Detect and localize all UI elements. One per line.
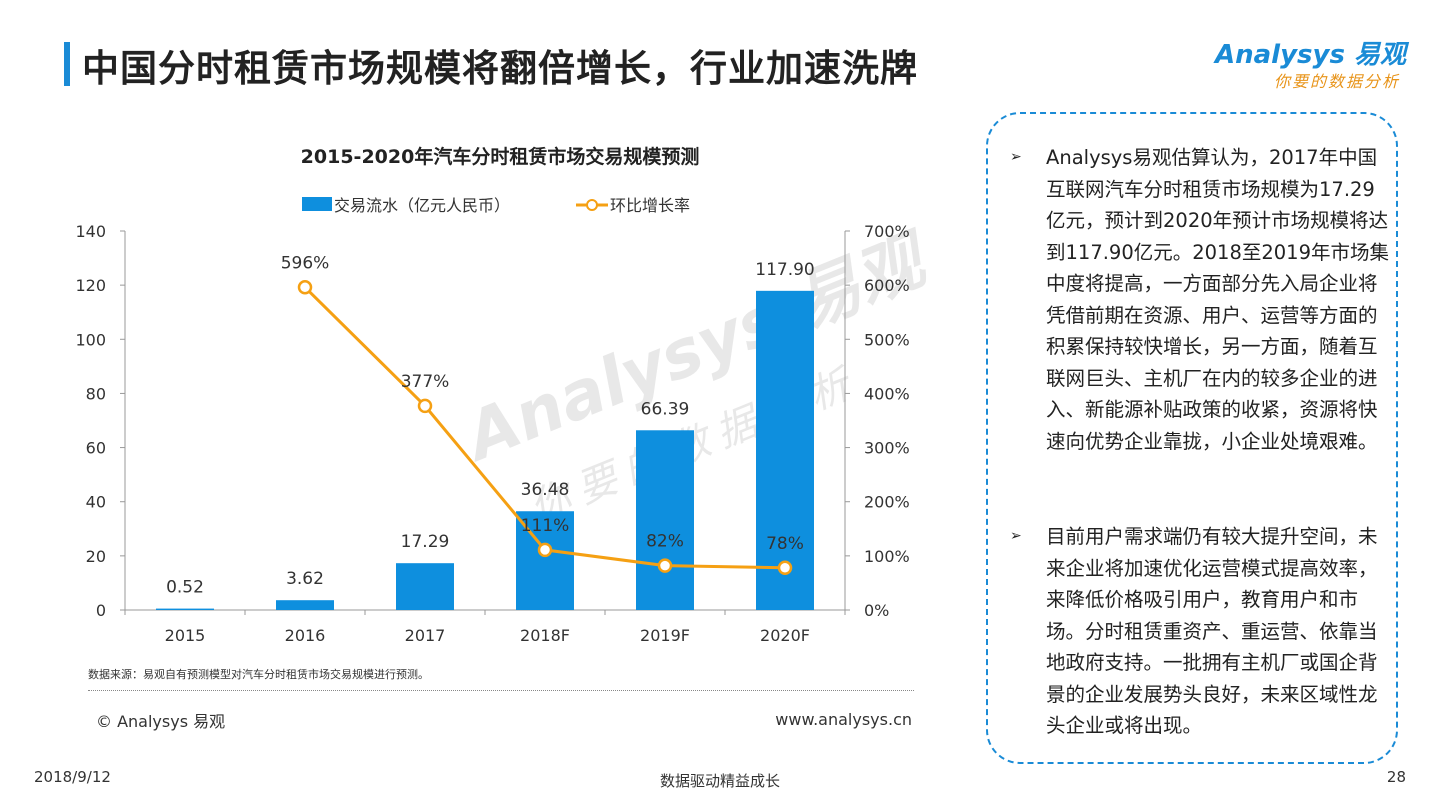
bar bbox=[396, 563, 454, 610]
right-tick-label: 700% bbox=[864, 222, 910, 241]
insight-text: Analysys易观估算认为，2017年中国互联网汽车分时租赁市场规模为17.2… bbox=[1046, 146, 1389, 453]
line-point bbox=[657, 558, 673, 573]
bar-value-label: 17.29 bbox=[401, 532, 450, 552]
legend-line-marker bbox=[586, 199, 598, 211]
footer-date: 2018/9/12 bbox=[34, 768, 111, 786]
right-tick-label: 500% bbox=[864, 330, 910, 349]
right-tick-label: 0% bbox=[864, 601, 889, 620]
page-number: 28 bbox=[1386, 768, 1406, 786]
bar-value-label: 0.52 bbox=[166, 578, 204, 598]
page-title: 中国分时租赁市场规模将翻倍增长，行业加速洗牌 bbox=[82, 47, 918, 90]
transaction-scale-chart: 2015-2020年汽车分时租赁市场交易规模预测 交易流水（亿元人民币） 环比增长… bbox=[75, 145, 909, 645]
left-tick-label: 20 bbox=[86, 547, 106, 566]
copyright: © Analysys 易观 bbox=[96, 712, 226, 731]
chart-title: 2015-2020年汽车分时租赁市场交易规模预测 bbox=[301, 145, 700, 168]
bullet-arrow-icon: ➢ bbox=[1010, 528, 1022, 544]
bar bbox=[756, 290, 814, 610]
line-value-label: 111% bbox=[521, 516, 570, 536]
insight-item: ➢ 目前用户需求端仍有较大提升空间，未来企业将加速优化运营模式提高效率，来降低价… bbox=[1010, 521, 1390, 742]
line-point bbox=[417, 398, 433, 414]
line-value-label: 82% bbox=[646, 532, 684, 552]
line-point bbox=[537, 542, 553, 558]
x-tick-label: 2018F bbox=[520, 626, 570, 645]
legend-bar-label: 交易流水（亿元人民币） bbox=[334, 196, 510, 215]
bar-value-label: 117.90 bbox=[755, 260, 814, 280]
left-tick-label: 0 bbox=[96, 601, 106, 620]
website-link[interactable]: www.analysys.cn bbox=[775, 710, 912, 729]
analysys-logo: Analysys 易观 你要的数据分析 bbox=[1215, 34, 1406, 94]
x-tick-label: 2017 bbox=[405, 626, 446, 645]
line-value-label: 596% bbox=[281, 253, 330, 273]
left-tick-label: 140 bbox=[75, 222, 106, 241]
chart-axes: 0 20 40 60 80 100 120 140 0% 100% 200% 300% 400% 500%… bbox=[75, 222, 909, 645]
x-tick-label: 2015 bbox=[165, 626, 206, 645]
bar-series: 0.52 3.62 17.29 36.48 66.39 117.90 bbox=[156, 260, 815, 610]
legend-line-label: 环比增长率 bbox=[610, 196, 690, 215]
logo-slogan: 你要的数据分析 bbox=[1273, 72, 1400, 91]
line-point bbox=[777, 560, 793, 576]
chart-legend: 交易流水（亿元人民币） 环比增长率 bbox=[302, 196, 690, 215]
left-tick-label: 40 bbox=[86, 493, 106, 512]
legend-bar-swatch bbox=[302, 197, 332, 211]
title-accent-bar bbox=[64, 42, 70, 86]
left-tick-label: 80 bbox=[86, 384, 106, 403]
line-value-label: 78% bbox=[766, 534, 804, 554]
left-tick-label: 60 bbox=[86, 439, 106, 458]
insight-panel bbox=[986, 112, 1398, 764]
x-tick-label: 2016 bbox=[285, 626, 326, 645]
bar-value-label: 36.48 bbox=[521, 480, 570, 500]
right-tick-label: 300% bbox=[864, 439, 910, 458]
line-value-label: 377% bbox=[401, 372, 450, 392]
bar bbox=[636, 430, 694, 610]
right-tick-label: 400% bbox=[864, 384, 910, 403]
x-tick-label: 2020F bbox=[760, 626, 810, 645]
right-tick-label: 200% bbox=[864, 493, 910, 512]
footer-slogan: 数据驱动精益成长 bbox=[659, 772, 780, 790]
bar bbox=[156, 608, 214, 610]
line-series: 596% 377% 111% 82% 78% bbox=[281, 253, 804, 576]
insight-text: 目前用户需求端仍有较大提升空间，未来企业将加速优化运营模式提高效率，来降低价格吸… bbox=[1046, 525, 1378, 737]
source-note: 数据来源：易观自有预测模型对汽车分时租赁市场交易规模进行预测。 bbox=[88, 668, 429, 681]
bar bbox=[276, 600, 334, 610]
right-tick-label: 600% bbox=[864, 276, 910, 295]
line-point bbox=[297, 280, 313, 295]
bar-value-label: 66.39 bbox=[641, 399, 690, 419]
right-tick-label: 100% bbox=[864, 547, 910, 566]
x-tick-label: 2019F bbox=[640, 626, 690, 645]
left-tick-label: 120 bbox=[75, 276, 106, 295]
left-tick-label: 100 bbox=[75, 330, 106, 349]
bullet-arrow-icon: ➢ bbox=[1010, 149, 1022, 165]
divider bbox=[88, 690, 914, 691]
insight-item: ➢ Analysys易观估算认为，2017年中国互联网汽车分时租赁市场规模为17… bbox=[1010, 142, 1390, 457]
bar-value-label: 3.62 bbox=[286, 569, 324, 589]
logo-brand: Analysys 易观 bbox=[1215, 40, 1406, 70]
